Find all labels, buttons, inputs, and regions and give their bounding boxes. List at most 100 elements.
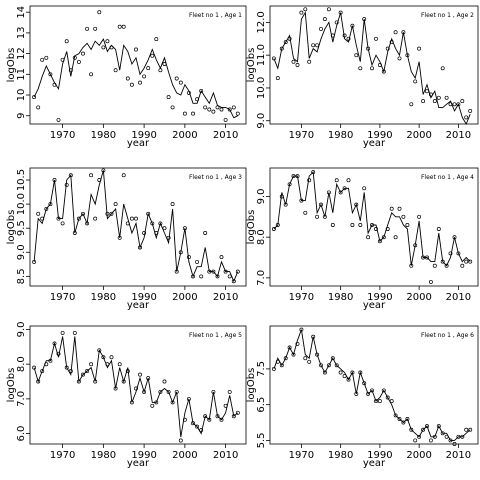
observed-point xyxy=(207,417,212,422)
observed-point xyxy=(350,23,355,28)
observed-point xyxy=(113,68,118,73)
observed-point xyxy=(68,173,73,178)
y-tick-label: 6.0 xyxy=(16,426,27,442)
observed-point xyxy=(432,99,437,104)
observed-point xyxy=(162,379,167,384)
observed-point xyxy=(48,72,53,77)
observed-point xyxy=(223,403,228,408)
observed-point xyxy=(150,403,155,408)
observed-point xyxy=(342,33,347,38)
x-axis-title: year xyxy=(363,138,386,149)
plot-frame xyxy=(269,167,479,287)
observed-point xyxy=(154,231,159,235)
observed-point xyxy=(219,255,224,260)
observed-point xyxy=(121,379,126,384)
observed-point xyxy=(56,216,61,221)
observed-point xyxy=(338,370,343,375)
observed-point xyxy=(279,194,284,199)
observed-point xyxy=(138,245,142,250)
observed-point xyxy=(452,442,457,446)
y-axis-title: logObs xyxy=(246,210,257,245)
chart-panel: 1970 1980 1990 2000 2010 7.0 8.0 9.0 year logObs F… xyxy=(246,167,479,311)
observed-point xyxy=(322,214,327,219)
observed-point xyxy=(326,363,331,368)
observed-point xyxy=(377,399,382,404)
observed-point xyxy=(93,26,98,31)
x-tick-label: 1970 xyxy=(50,450,75,461)
observed-point xyxy=(134,386,138,391)
observed-point xyxy=(295,341,300,346)
observed-point xyxy=(448,102,453,107)
observed-point xyxy=(97,10,102,15)
plot-frame xyxy=(29,325,247,445)
observed-point xyxy=(227,389,232,394)
observed-point xyxy=(76,216,81,221)
x-tick-label: 2010 xyxy=(213,292,238,303)
observed-point xyxy=(215,105,220,110)
x-tick-label: 2000 xyxy=(406,130,431,141)
observed-point xyxy=(105,211,110,216)
observed-point xyxy=(231,279,236,284)
observed-point xyxy=(346,36,351,41)
x-tick-label: 1980 xyxy=(91,130,116,141)
observed-point xyxy=(215,274,220,279)
observed-point xyxy=(432,434,437,439)
observed-point xyxy=(393,30,398,35)
observed-point xyxy=(113,386,118,391)
observed-point xyxy=(207,269,212,274)
y-tick-label: 5.5 xyxy=(256,432,267,448)
observed-point xyxy=(146,376,151,381)
observed-point xyxy=(326,190,331,195)
observed-point xyxy=(275,359,280,364)
observed-point xyxy=(385,395,390,400)
observed-point xyxy=(211,269,216,274)
observed-point xyxy=(223,269,228,274)
observed-point xyxy=(464,427,469,432)
observed-point xyxy=(464,115,469,120)
x-tick-label: 1990 xyxy=(367,292,392,303)
observed-point xyxy=(460,99,465,104)
observed-point xyxy=(60,330,65,335)
observed-point xyxy=(374,227,378,231)
observed-point xyxy=(275,223,280,227)
observed-point xyxy=(417,434,422,439)
observed-point xyxy=(174,389,179,394)
fitted-line xyxy=(33,170,239,283)
observed-point xyxy=(350,370,355,375)
observed-point xyxy=(134,216,138,221)
observed-point xyxy=(105,39,110,44)
plot-frame xyxy=(269,325,479,445)
x-tick-label: 2010 xyxy=(213,450,238,461)
observed-point xyxy=(195,259,200,264)
observed-point xyxy=(93,379,98,384)
observed-point xyxy=(452,102,457,107)
y-tick-label: 9.5 xyxy=(16,220,27,236)
observed-point xyxy=(354,202,359,207)
observed-point xyxy=(170,202,175,207)
observed-point xyxy=(440,66,445,71)
observed-point xyxy=(322,370,327,375)
x-tick-label: 1980 xyxy=(91,450,116,461)
observed-point xyxy=(448,438,453,443)
fitted-line xyxy=(273,11,471,126)
observed-point xyxy=(397,56,402,61)
x-tick-label: 1980 xyxy=(328,130,353,141)
panel-title: Fleet no 1 , Age 3 xyxy=(189,174,242,181)
observed-point xyxy=(397,206,402,211)
y-tick-label: 6.5 xyxy=(256,397,267,413)
observed-point xyxy=(425,424,429,429)
x-tick-label: 1970 xyxy=(289,130,314,141)
observed-point xyxy=(138,80,142,85)
observed-point xyxy=(362,17,367,22)
y-axis-title: logObs xyxy=(6,210,17,245)
observed-point xyxy=(319,202,323,207)
observed-point xyxy=(287,345,292,350)
observed-point xyxy=(134,47,138,52)
observed-point xyxy=(271,56,276,61)
observed-point xyxy=(166,95,171,100)
observed-point xyxy=(76,379,81,384)
observed-point xyxy=(366,391,371,396)
observed-point xyxy=(52,341,57,346)
x-axis-title: year xyxy=(363,300,386,311)
observed-point xyxy=(436,95,441,100)
